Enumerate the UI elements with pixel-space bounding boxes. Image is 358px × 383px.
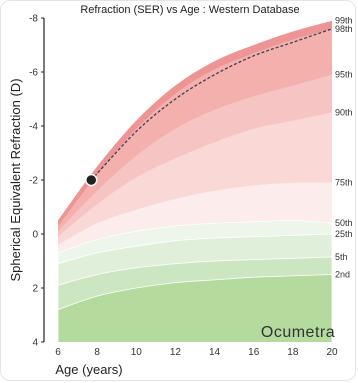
x-tick-labels: 6 8 10 12 14 16 18 20 <box>55 347 338 358</box>
y-tick-label: 4 <box>32 338 38 349</box>
y-tick-label: -8 <box>29 14 38 25</box>
percentile-label-2nd: 2nd <box>335 270 350 280</box>
x-axis-label: Age (years) <box>55 362 122 377</box>
x-tick-label: 14 <box>209 347 221 358</box>
percentile-label-95th: 95th <box>335 70 353 80</box>
x-tick-label: 8 <box>94 347 100 358</box>
percentile-label-50th: 50th <box>335 218 353 228</box>
patient-point <box>85 173 98 187</box>
trend-line <box>90 28 333 181</box>
percentile-label-75th: 75th <box>335 178 353 188</box>
trend-path <box>90 28 333 181</box>
x-tick-label: 18 <box>287 347 299 358</box>
percentile-label-5th: 5th <box>335 252 348 262</box>
y-tick-label: -4 <box>29 122 38 133</box>
percentile-label-99th: 99th <box>335 16 353 26</box>
x-tick-label: 16 <box>248 347 260 358</box>
patient-marker[interactable] <box>85 173 98 187</box>
x-tick-label: 10 <box>131 347 143 358</box>
x-tick-label: 20 <box>326 347 338 358</box>
ocumetra-logo: Ocumetra <box>261 324 335 341</box>
y-tick-label: -6 <box>29 68 38 79</box>
percentile-label-98th: 98th <box>335 24 353 34</box>
y-tick-label: 0 <box>32 230 38 241</box>
percentile-label-25th: 25th <box>335 229 353 239</box>
x-tick-label: 6 <box>55 347 61 358</box>
percentile-label-90th: 90th <box>335 108 353 118</box>
y-tick-labels: -8 -6 -4 -2 0 2 4 <box>29 14 44 349</box>
y-tick-label: 2 <box>32 284 38 295</box>
band-2nd <box>58 274 332 342</box>
y-axis-label: Spherical Equivalent Refraction (D) <box>8 78 23 281</box>
x-tick-label: 12 <box>170 347 182 358</box>
percentile-bands <box>58 20 332 342</box>
y-tick-label: -2 <box>29 176 38 187</box>
chart-title: Refraction (SER) vs Age : Western Databa… <box>80 4 299 16</box>
